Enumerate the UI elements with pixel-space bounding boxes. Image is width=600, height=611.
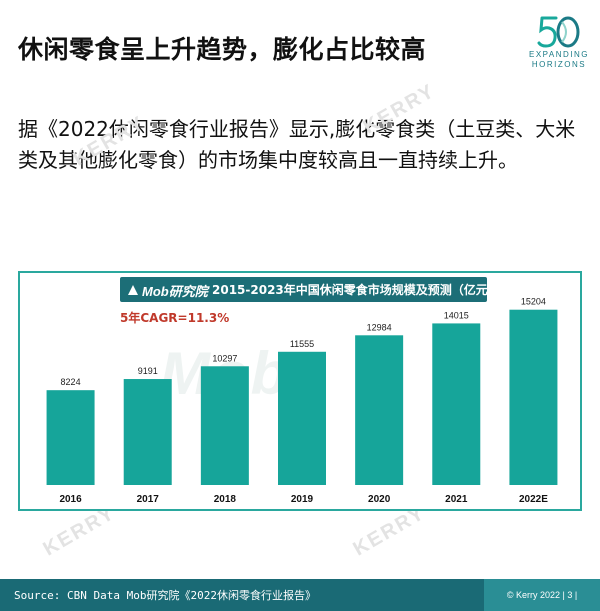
x-tick-2017: 2017 (137, 494, 160, 505)
x-tick-2020: 2020 (368, 494, 391, 505)
mob-logo-icon (128, 285, 138, 295)
bar-2021 (432, 323, 481, 485)
bar-2017 (123, 379, 172, 485)
chart-title: 2015-2023年中国休闲零食市场规模及预测（亿元） (212, 283, 500, 297)
mob-brand: Mob研究院 (127, 281, 208, 299)
x-tick-2021: 2021 (445, 494, 468, 505)
fifty-logo-icon (537, 16, 580, 48)
x-tick-2022E: 2022E (519, 494, 548, 505)
cagr-annotation: 5年CAGR=11.3% (120, 311, 230, 325)
bar-chart: 8224 2016 9191 2017 10297 2018 11555 2019 12984 2… (46, 297, 558, 505)
footer-source: Source: CBN Data Mob研究院《2022休闲零食行业报告》 (14, 589, 316, 602)
data-label-2019: 11555 (290, 339, 314, 349)
data-label-2021: 14015 (444, 310, 469, 320)
logo-line2: HORIZONS (531, 60, 587, 69)
bar-2018 (200, 366, 249, 485)
bar-2020 (355, 335, 404, 485)
data-label-2016: 8224 (61, 377, 81, 387)
chart-frame: Mob Mob研究院 2015-2023年中国休闲零食市场规模及预测（亿元） 5… (18, 271, 582, 511)
page-title: 休闲零食呈上升趋势，膨化占比较高 (18, 35, 427, 64)
logo-line1: EXPANDING (528, 50, 590, 59)
footer-bar: Source: CBN Data Mob研究院《2022休闲零食行业报告》 © … (0, 579, 600, 611)
bar-2019 (278, 351, 326, 485)
bar-2022E (509, 309, 558, 485)
chart-header: Mob研究院 2015-2023年中国休闲零食市场规模及预测（亿元） (120, 277, 500, 302)
body-paragraph: 据《2022休闲零食行业报告》显示,膨化零食类（土豆类、大米类及其他膨化零食）的… (18, 117, 576, 172)
mob-brand-label: Mob研究院 (142, 283, 208, 299)
data-label-2020: 12984 (367, 322, 392, 332)
x-tick-2016: 2016 (59, 494, 82, 505)
data-label-2017: 9191 (138, 366, 158, 376)
expanding-horizons-logo: EXPANDING HORIZONS (520, 14, 598, 74)
x-tick-2019: 2019 (291, 494, 314, 505)
data-label-2018: 10297 (212, 353, 237, 363)
bar-2016 (46, 390, 95, 485)
x-tick-2018: 2018 (214, 494, 237, 505)
data-label-2022E: 15204 (521, 297, 546, 307)
footer-copyright: © Kerry 2022 | 3 | (484, 579, 600, 611)
